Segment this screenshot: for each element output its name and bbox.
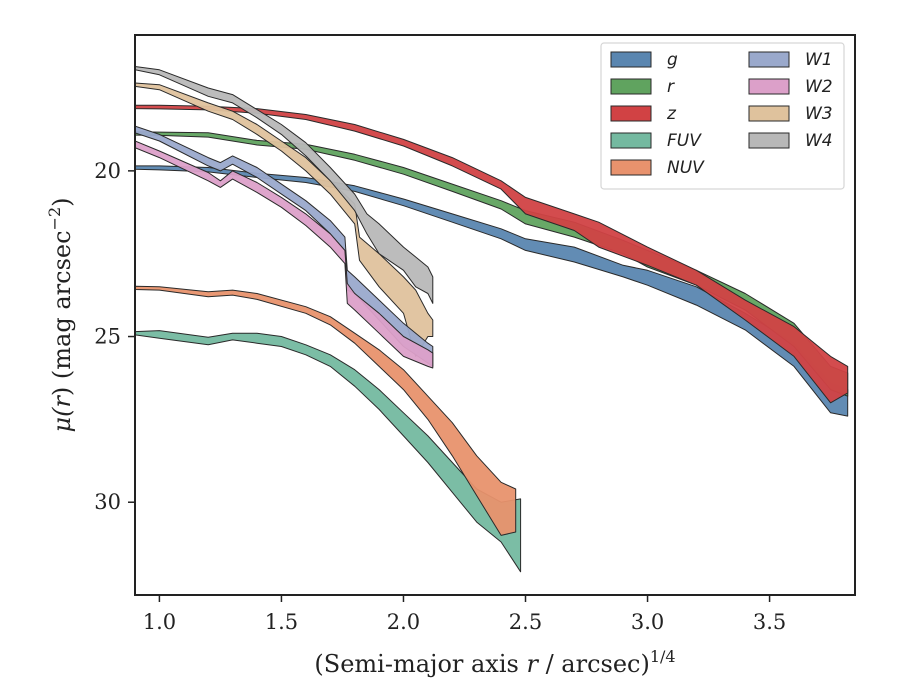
legend-swatch-FUV [610,132,652,149]
legend-label-r: r [667,77,675,97]
band-W4 [135,66,434,304]
legend-swatch-g [610,51,652,68]
legend-swatch-W3 [748,105,790,122]
y-axis-label: μ(r) (mag arcsec−2) [45,197,76,432]
band-NUV [135,285,517,536]
x-tick-label: 3.5 [753,610,786,634]
legend-swatch-NUV [610,159,652,176]
legend-label-z: z [666,104,677,124]
legend-swatch-W2 [748,78,790,95]
legend-swatch-W1 [748,51,790,68]
band-W2 [135,140,434,369]
plot-frame [134,34,856,596]
band-W3 [135,82,434,357]
legend-label-W4: W4 [805,131,833,151]
legend-label-FUV: FUV [667,131,702,151]
x-tick-label: 1.0 [143,610,176,634]
x-tick-label: 1.5 [265,610,298,634]
x-axis-ticks: 1.0 1.5 2.0 2.5 3.0 3.5 [143,595,786,634]
y-tick-label: 20 [94,159,121,183]
legend-label-W2: W2 [805,77,833,97]
y-tick-label: 25 [94,325,121,349]
band-FUV [135,330,522,573]
legend: grz FUV NUV W1 W2 W3 W4 [600,42,845,190]
band-z [135,104,849,404]
band-r [135,131,849,397]
legend-label-NUV: NUV [667,158,705,178]
band-g [135,165,849,417]
profile-bands [135,66,849,573]
legend-label-W1: W1 [805,50,833,70]
y-tick-label: 30 [94,490,121,514]
legend-swatch-z [610,105,652,122]
legend-swatch-W4 [748,132,790,149]
x-axis-label: (Semi-major axis r / arcsec)1/4 [314,647,675,678]
legend-label-W3: W3 [805,104,833,124]
x-tick-label: 2.0 [387,610,420,634]
x-tick-label: 3.0 [631,610,664,634]
y-axis-ticks: 20 25 30 [94,159,135,514]
legend-swatch-r [610,78,652,95]
legend-label-g: g [667,50,678,70]
x-tick-label: 2.5 [509,610,542,634]
